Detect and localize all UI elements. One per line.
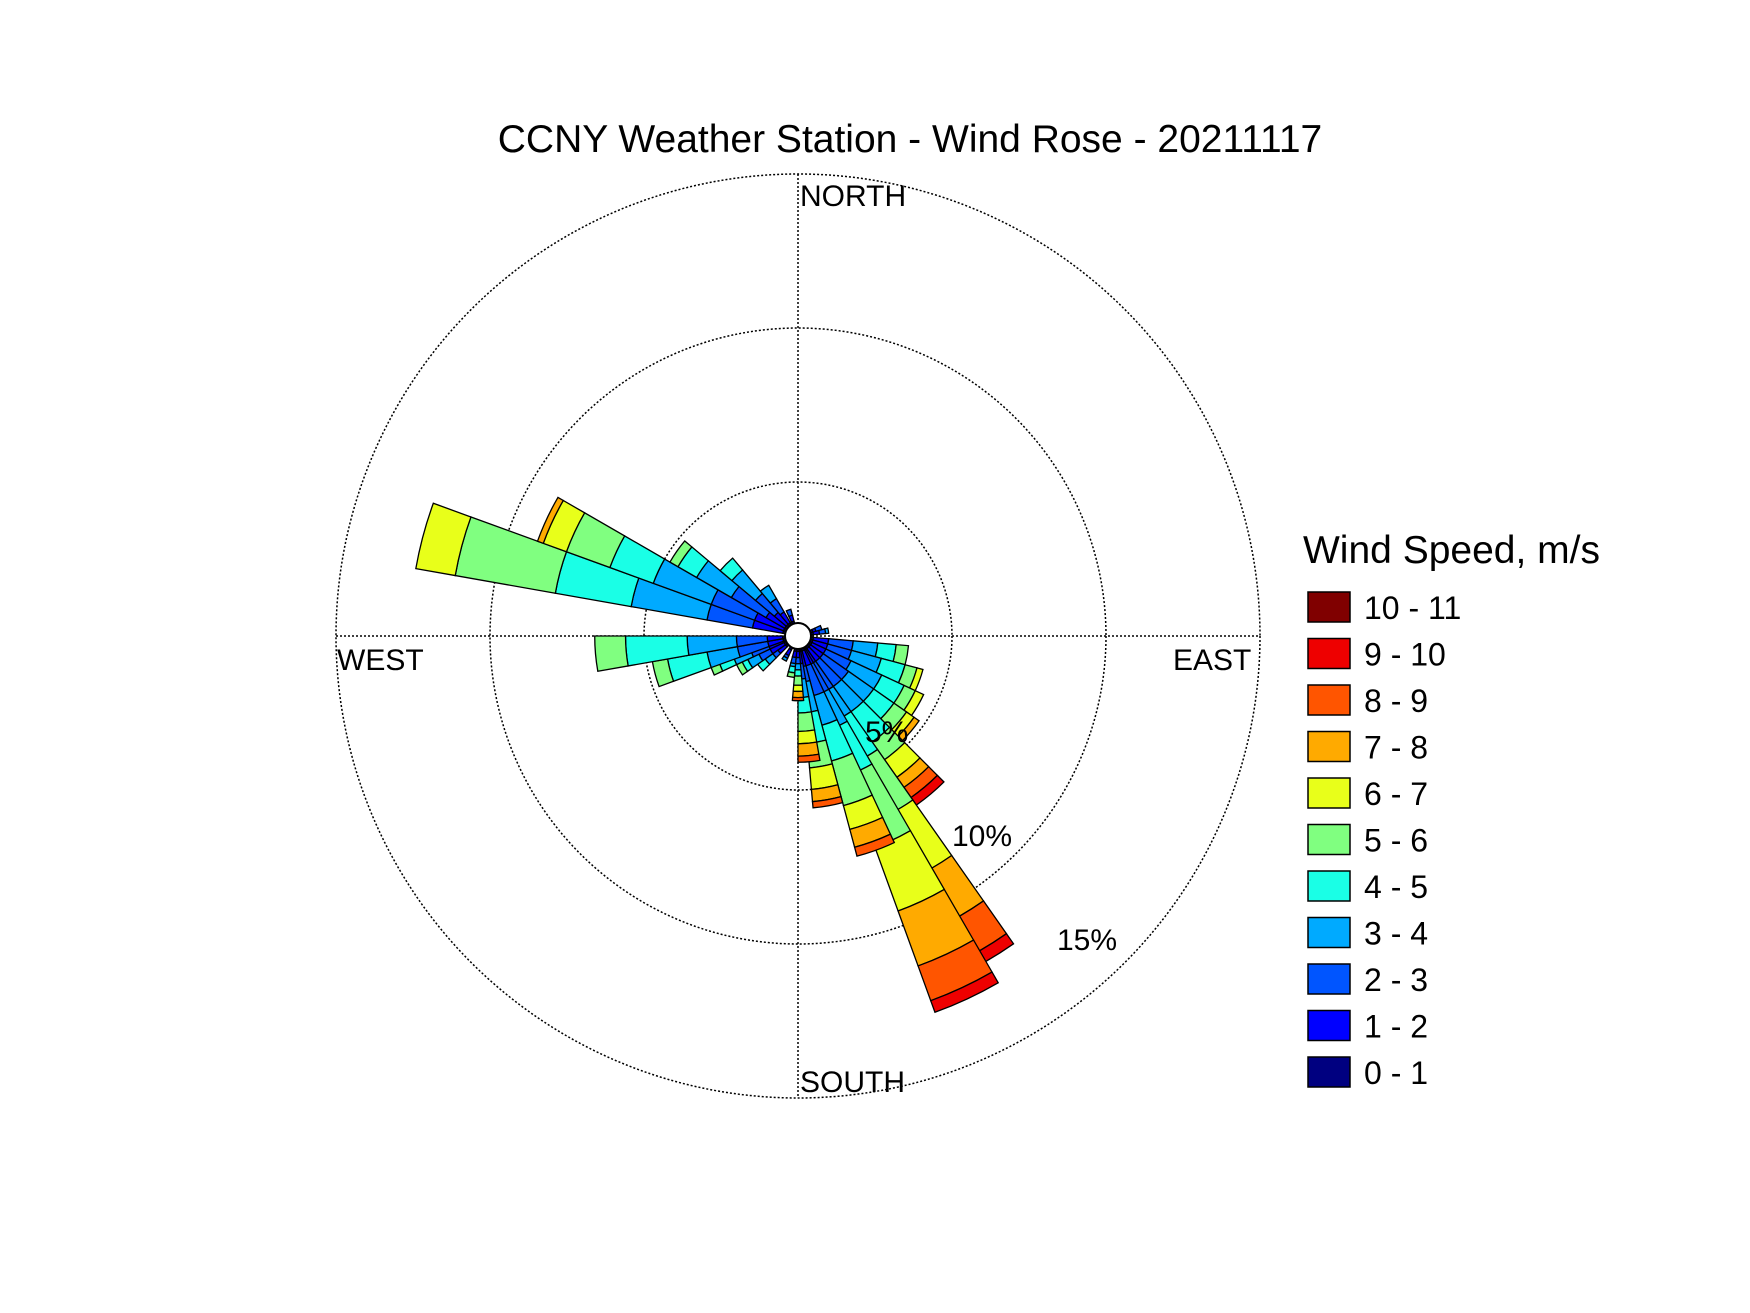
petal-160-bin-8: [853, 833, 896, 857]
legend-label-5: 5 - 6: [1364, 823, 1428, 859]
petal-315-bin-4: [719, 557, 744, 582]
legend-title: Wind Speed, m/s: [1303, 529, 1600, 572]
legend-label-7: 3 - 4: [1364, 916, 1428, 952]
legend-swatch-8: [1307, 963, 1351, 995]
wind-rose-petals: [415, 496, 1015, 1014]
direction-label-west: WEST: [337, 644, 424, 677]
chart-title: CCNY Weather Station - Wind Rose - 20211…: [498, 118, 1322, 161]
legend-label-1: 9 - 10: [1364, 637, 1446, 673]
legend-label-2: 8 - 9: [1364, 683, 1428, 719]
legend-label-4: 6 - 7: [1364, 776, 1428, 812]
direction-label-north: NORTH: [800, 180, 906, 213]
legend-label-3: 7 - 8: [1364, 730, 1428, 766]
petal-175-bin-8: [797, 753, 821, 763]
petal-175-bin-5: [797, 711, 816, 733]
petal-80-bin-3: [823, 627, 830, 635]
ring-label-15: 15%: [1057, 924, 1117, 957]
legend-swatch-6: [1307, 870, 1351, 902]
legend-items: 10 - 11 9 - 10 8 - 9 7 - 8 6 - 7 5 - 6 4 - 5 3 …: [1307, 590, 1461, 1091]
legend-swatch-2: [1307, 684, 1351, 716]
petal-325-bin-3: [759, 584, 778, 604]
legend-label-6: 4 - 5: [1364, 869, 1428, 905]
legend-swatch-9: [1307, 1009, 1351, 1042]
legend-label-10: 0 - 1: [1364, 1055, 1428, 1091]
petal-285-bin-6: [415, 502, 472, 577]
petal-295-bin-7: [536, 496, 565, 545]
legend-swatch-1: [1307, 637, 1351, 670]
legend-swatch-3: [1307, 730, 1351, 763]
legend-swatch-5: [1307, 823, 1351, 856]
legend-label-8: 2 - 3: [1364, 962, 1428, 998]
petal-155-bin-9: [929, 971, 1000, 1014]
petal-170-bin-8: [811, 795, 844, 809]
center-hub: [784, 622, 812, 650]
legend-label-9: 1 - 2: [1364, 1009, 1428, 1045]
direction-label-south: SOUTH: [800, 1066, 905, 1099]
petal-265-bin-5: [594, 635, 629, 673]
petal-175-bin-6: [797, 729, 818, 745]
direction-label-east: EAST: [1173, 644, 1251, 677]
petal-175-bin-7: [797, 741, 820, 757]
petal-180-bin-6: [792, 684, 804, 693]
legend-label-0: 10 - 11: [1364, 590, 1461, 626]
ring-label-10: 10%: [952, 820, 1012, 853]
petal-180-bin-8: [791, 696, 805, 702]
petal-180-bin-7: [791, 690, 805, 699]
petal-190-bin-5: [786, 670, 796, 679]
petal-305-bin-5: [669, 540, 693, 568]
legend-swatch-7: [1307, 916, 1351, 949]
legend-swatch-0: [1307, 591, 1351, 623]
petal-340-bin-2: [785, 608, 794, 618]
legend-swatch-10: [1307, 1056, 1351, 1088]
ring-label-5: 5%: [865, 716, 908, 749]
petal-70-bin-2: [813, 624, 823, 633]
legend-swatch-4: [1307, 777, 1351, 809]
legend: Wind Speed, m/s 10 - 11 9 - 10 8 - 9 7 - 8 6…: [1303, 529, 1600, 1091]
petal-210-bin-3: [781, 655, 789, 662]
